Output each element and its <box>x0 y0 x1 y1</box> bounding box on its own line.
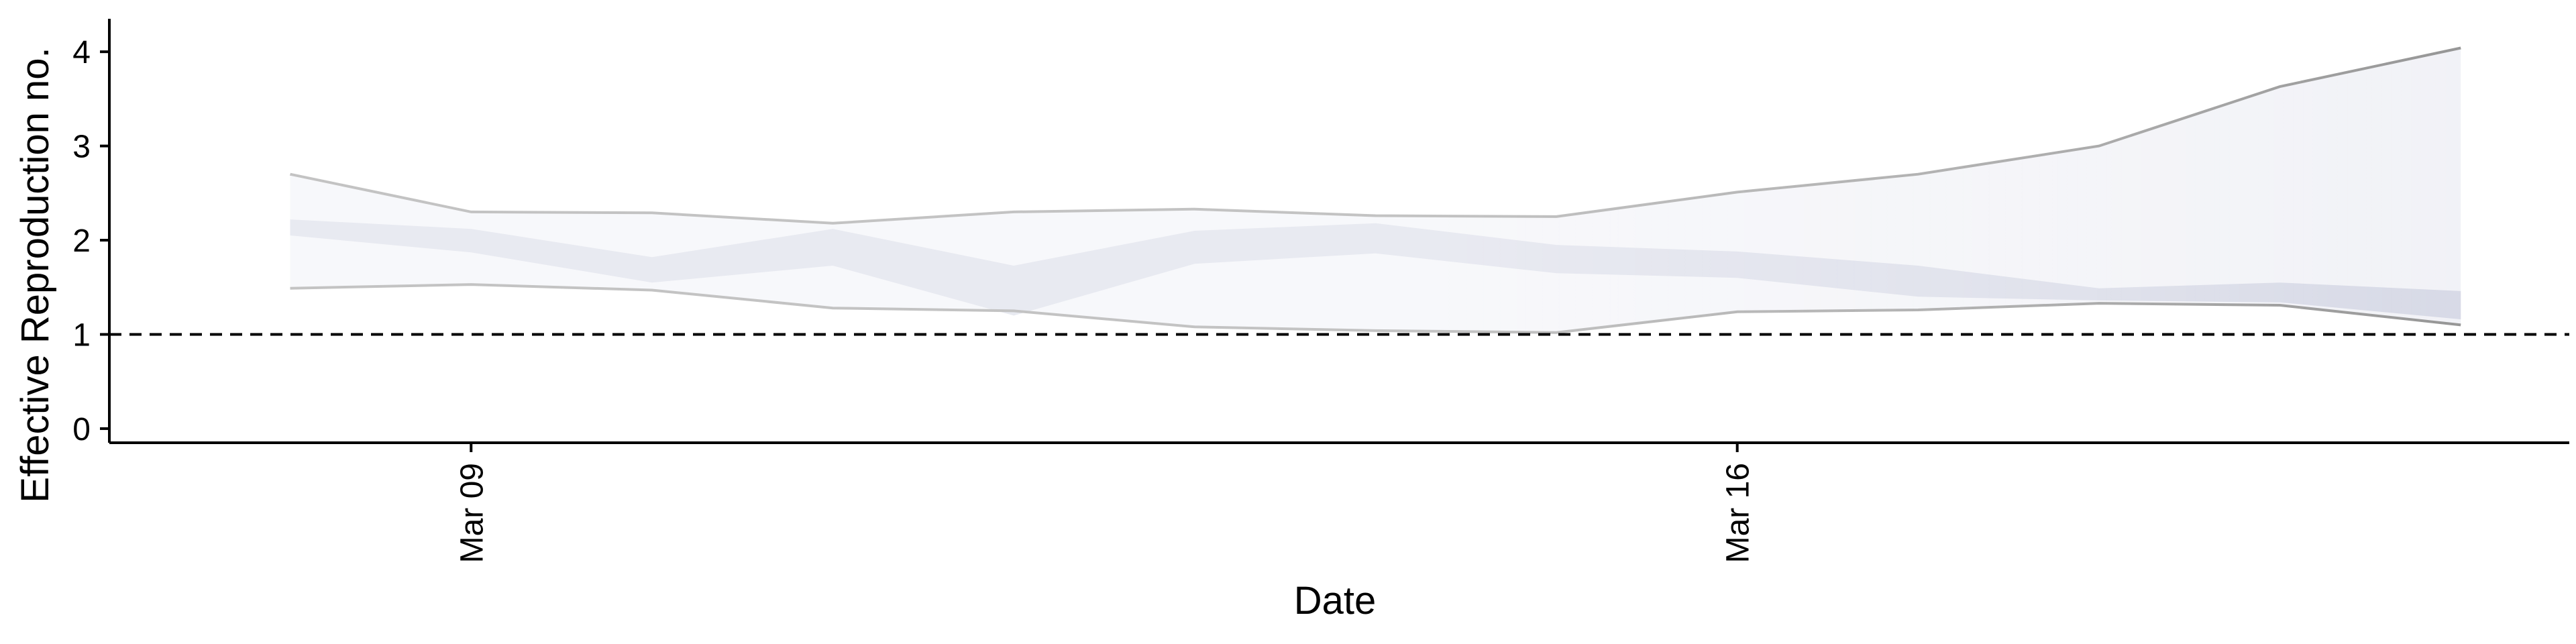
y-axis-title: Effective Reproduction no. <box>13 47 57 502</box>
y-tick-label: 2 <box>72 223 91 259</box>
x-ticks: Mar 09 Mar 16 <box>454 443 1756 563</box>
y-tick-label: 4 <box>72 35 91 70</box>
plot-area <box>109 43 2569 337</box>
projection-fade <box>290 43 2461 337</box>
x-tick-label: Mar 09 <box>454 463 490 563</box>
y-axis: 0 1 2 3 4 <box>72 19 111 447</box>
x-tick-label: Mar 16 <box>1721 463 1756 563</box>
y-tick-label: 0 <box>72 412 91 447</box>
x-axis: Mar 09 Mar 16 <box>109 441 2569 563</box>
x-axis-title: Date <box>1294 579 1377 623</box>
y-tick-label: 3 <box>72 129 91 165</box>
y-tick-label: 1 <box>72 317 91 353</box>
y-ticks: 0 1 2 3 4 <box>72 35 109 447</box>
